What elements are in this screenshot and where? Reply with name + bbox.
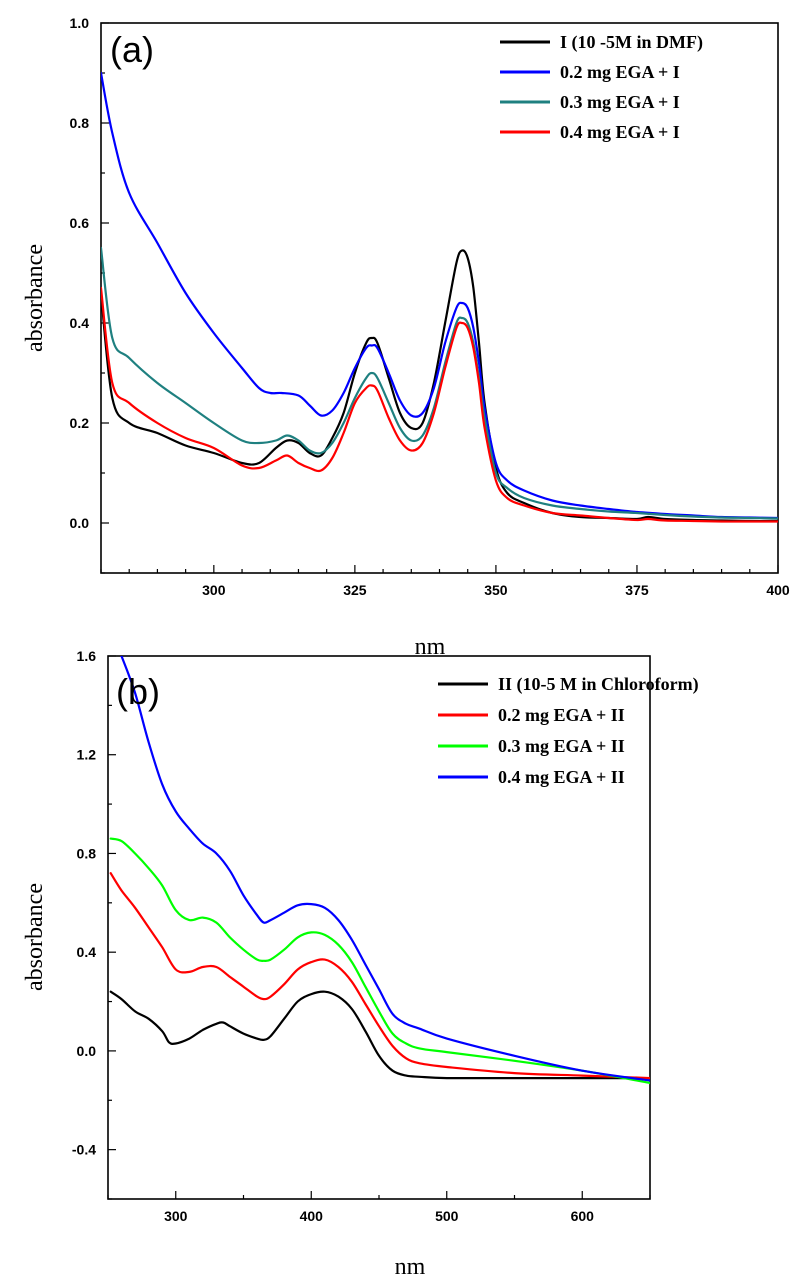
- x-axis-label: nm: [395, 1254, 426, 1280]
- x-tick-label: 400: [766, 582, 790, 598]
- legend-label: 0.2 mg EGA + I: [560, 62, 680, 82]
- y-tick-label: -0.4: [72, 1142, 96, 1158]
- x-tick-label: 375: [625, 582, 649, 598]
- y-tick-label: 0.6: [70, 215, 90, 231]
- panel-label: (a): [110, 29, 154, 70]
- series-line: [120, 656, 650, 1082]
- x-tick-label: 600: [571, 1208, 595, 1224]
- x-tick-label: 300: [164, 1208, 188, 1224]
- x-tick-label: 300: [202, 582, 226, 598]
- y-axis-label: absorbance: [22, 883, 48, 991]
- series-line: [101, 286, 778, 523]
- legend-label: II (10-5 M in Chloroform): [498, 674, 699, 695]
- panel-label: (b): [116, 671, 160, 712]
- x-tick-label: 325: [343, 582, 367, 598]
- legend-label: I (10 -5M in DMF): [560, 32, 703, 53]
- x-tick-label: 350: [484, 582, 508, 598]
- y-tick-label: 0.8: [70, 115, 90, 131]
- y-tick-label: 0.2: [70, 415, 90, 431]
- y-tick-label: 0.0: [77, 1043, 97, 1059]
- chart-panel-b: 300 400 500 600 -0.4 0.0 0.4 0.8 1.2 1.6 (b) nm a…: [22, 648, 699, 1280]
- legend-label: 0.4 mg EGA + I: [560, 122, 680, 142]
- legend-label: 0.3 mg EGA + I: [560, 92, 680, 112]
- y-tick-label: 0.4: [77, 944, 97, 960]
- series-line: [109, 872, 650, 1080]
- y-axis-label: absorbance: [22, 244, 48, 352]
- y-tick-label: 1.0: [70, 15, 90, 31]
- legend-label: 0.3 mg EGA + II: [498, 736, 625, 756]
- series-line: [101, 71, 778, 520]
- series-line: [109, 990, 650, 1080]
- legend-label: 0.2 mg EGA + II: [498, 705, 625, 725]
- y-tick-label: 1.6: [77, 648, 97, 664]
- series-line: [109, 837, 650, 1085]
- series-line: [101, 246, 778, 520]
- x-tick-label: 400: [300, 1208, 324, 1224]
- legend-label: 0.4 mg EGA + II: [498, 767, 625, 787]
- y-tick-label: 0.0: [70, 515, 90, 531]
- x-tick-label: 500: [435, 1208, 459, 1224]
- y-tick-label: 1.2: [77, 747, 97, 763]
- y-tick-label: 0.8: [77, 845, 97, 861]
- y-tick-label: 0.4: [70, 315, 90, 331]
